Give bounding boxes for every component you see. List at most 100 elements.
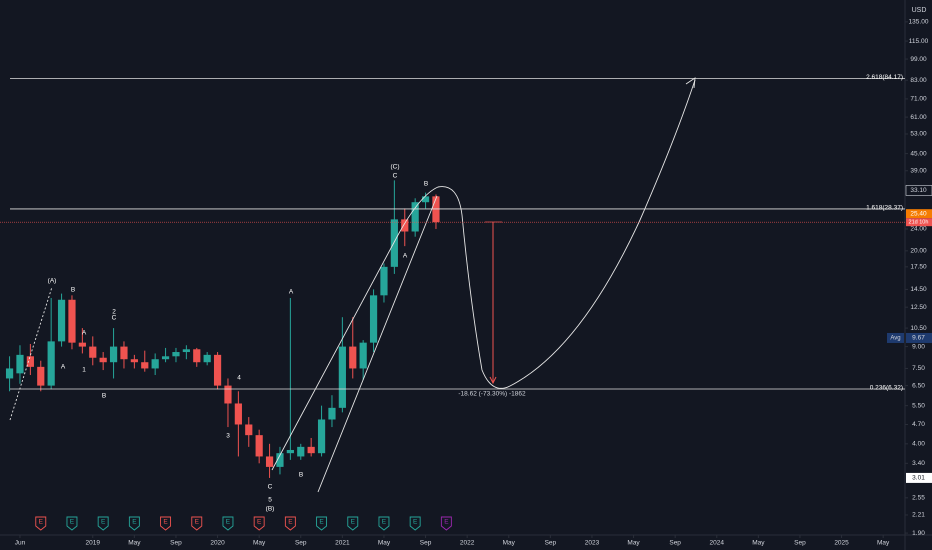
y-tick-label: 12.50: [910, 304, 927, 311]
candle-body: [193, 349, 201, 363]
y-tick-label: 83.00: [910, 77, 927, 84]
crosshair-box: [905, 185, 932, 196]
y-tick-label: 4.70: [912, 421, 925, 428]
wave-label: 4: [237, 375, 241, 382]
y-tick-label: 53.00: [910, 131, 927, 138]
candle-body: [234, 403, 242, 425]
x-tick-label: 2020: [210, 540, 225, 547]
candle-body: [224, 385, 232, 404]
earnings-icon: [253, 516, 265, 531]
candle-body: [421, 196, 430, 203]
x-tick-label: May: [253, 540, 266, 547]
earnings-icon: [128, 516, 140, 531]
low-box: [906, 472, 932, 483]
plot: [5, 180, 440, 478]
earnings-label: E: [70, 519, 75, 526]
earnings-icon: [440, 516, 452, 531]
y-tick-label: 4.00: [912, 441, 925, 448]
y-tick-label: 10.50: [910, 325, 927, 332]
y-tick-label: 20.00: [910, 248, 927, 255]
x-tick-label: May: [877, 540, 890, 547]
crosshair-label: 33.10: [910, 187, 927, 194]
measure-label: -18.62 (-73.30%) -1862: [458, 391, 526, 398]
wave-label: (B): [266, 506, 275, 513]
earnings-icon: [347, 516, 359, 531]
wave-label: C: [268, 484, 273, 491]
x-tick-label: 2021: [335, 540, 350, 547]
currency: USD: [912, 7, 927, 14]
y-tick-label: 7.50: [912, 365, 925, 372]
earnings-icon: [409, 516, 421, 531]
candle-body: [120, 346, 128, 360]
candle-body: [37, 366, 45, 386]
candle-body: [349, 346, 357, 369]
candle-body: [172, 352, 180, 357]
wave-dash-line: [9, 286, 53, 421]
earnings-label: E: [319, 519, 324, 526]
last-price-label: 25.40: [910, 210, 927, 217]
wave-label: B: [102, 393, 106, 400]
candle-body: [47, 341, 55, 386]
candle-body: [141, 362, 149, 369]
earnings-label: E: [226, 519, 231, 526]
candle-body: [203, 354, 211, 363]
x-tick-label: May: [378, 540, 391, 547]
candle-body: [255, 435, 263, 457]
candle-body: [307, 446, 315, 454]
earnings-icon: [378, 516, 390, 531]
candle-body: [401, 219, 409, 232]
candle-body: [151, 359, 159, 369]
earnings-icon: [160, 516, 172, 531]
y-tick-label: 9.00: [912, 343, 925, 350]
y-tick-label: 61.00: [910, 114, 927, 121]
candle-body: [390, 219, 398, 267]
x-tick-label: Sep: [794, 540, 806, 547]
y-tick-label: 24.00: [910, 226, 927, 233]
wave-label: B: [424, 181, 428, 188]
fib-label: 0.236(6.32): [870, 385, 903, 392]
candle-body: [265, 456, 274, 467]
y-tick-label: 71.00: [910, 96, 927, 103]
y-tick-label: 1.90: [912, 530, 925, 537]
x-tick-label: 2023: [585, 540, 600, 547]
x-tick-label: Sep: [170, 540, 182, 547]
earnings-icon: [284, 516, 296, 531]
wave-label: (C): [390, 164, 399, 171]
wave-label: (A): [48, 278, 57, 285]
earnings-label: E: [163, 519, 168, 526]
earnings-icon: [191, 516, 203, 531]
candle-body: [109, 346, 118, 363]
candle-body: [297, 446, 305, 457]
y-tick-label: 115.00: [909, 38, 929, 45]
wave-label: B: [299, 472, 303, 479]
candle-body: [130, 359, 138, 363]
earnings-label: E: [444, 519, 449, 526]
y-tick-label: 17.50: [910, 264, 927, 271]
wave-label: A: [61, 364, 66, 371]
x-tick-label: 2022: [460, 540, 475, 547]
wave-label: 1: [82, 367, 86, 374]
wave-label: A: [289, 289, 294, 296]
fib-label: 1.618(28.37): [866, 205, 903, 212]
y-tick-label: 2.21: [912, 512, 925, 519]
candle-body: [276, 453, 284, 467]
candle-body: [245, 424, 253, 436]
average-name: Avg: [890, 336, 900, 342]
measure-arrow: [489, 376, 497, 385]
candle-body: [359, 342, 367, 369]
earnings-label: E: [288, 519, 293, 526]
earnings-label: E: [101, 519, 106, 526]
candle-body: [411, 202, 419, 232]
earnings-label: E: [195, 519, 200, 526]
y-tick-label: 5.50: [912, 402, 925, 409]
countdown-box: [906, 218, 932, 227]
x-tick-label: May: [627, 540, 640, 547]
candle-body: [286, 449, 294, 454]
candle-body: [57, 299, 66, 342]
y-tick-label: 39.00: [910, 167, 927, 174]
earnings-label: E: [39, 519, 44, 526]
earnings-icon: [66, 516, 78, 531]
y-tick-label: 135.00: [909, 19, 929, 26]
x-tick-label: Sep: [545, 540, 557, 547]
